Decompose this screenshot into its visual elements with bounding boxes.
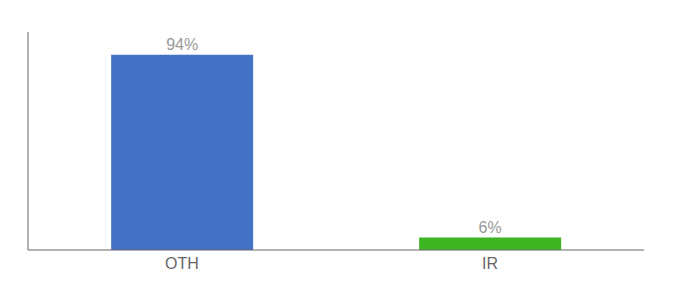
svg-text:IR: IR (482, 255, 498, 272)
svg-text:OTH: OTH (165, 255, 199, 272)
svg-text:6%: 6% (479, 219, 502, 236)
svg-text:94%: 94% (166, 36, 198, 53)
